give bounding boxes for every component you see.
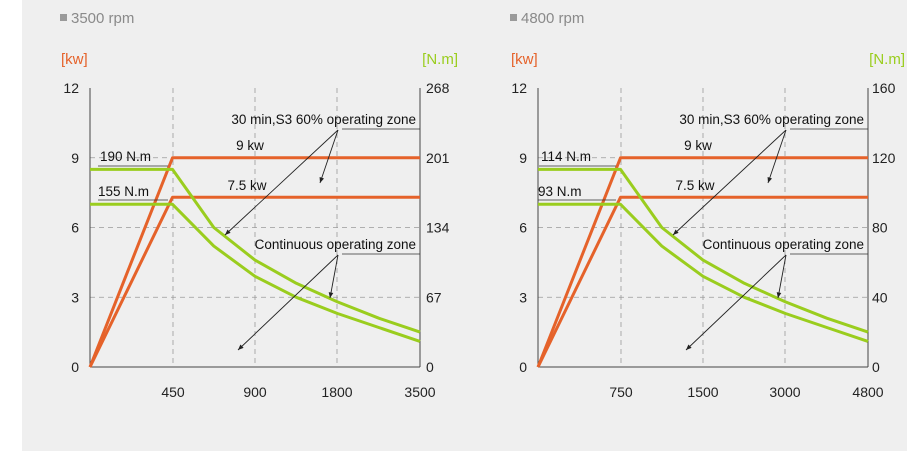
series-line-1 xyxy=(88,156,420,368)
series-line-4 xyxy=(538,202,869,343)
pointer-arrow-line xyxy=(319,129,339,184)
pointer-arrowhead-icon xyxy=(767,177,772,183)
y-right-tick-label: 67 xyxy=(426,289,442,305)
x-tick-label: 4800 xyxy=(852,384,883,400)
y-right-tick-label: 268 xyxy=(426,80,450,96)
x-tick-label: 750 xyxy=(609,384,633,400)
chart-panel-1: 3500 rpm [kw] [N.m] 0 3 6 9 12 0 67 134 201 268 450 90… xyxy=(60,10,458,400)
zone-s3-label: 30 min,S3 60% operating zone xyxy=(679,112,864,127)
power-high-label: 9 kw xyxy=(684,138,712,153)
chart-panel-background xyxy=(22,0,907,451)
torque-low-label: 93 N.m xyxy=(538,184,582,199)
series-line-4 xyxy=(90,202,421,343)
power-low-label: 7.5 kw xyxy=(227,178,266,193)
y-right-unit-label: [N.m] xyxy=(422,51,458,68)
series-line-2 xyxy=(88,195,420,368)
zone-s3-label: 30 min,S3 60% operating zone xyxy=(231,112,416,127)
pointer-arrow-line xyxy=(329,254,339,299)
y-right-tick-label: 0 xyxy=(426,359,434,375)
y-left-tick-label: 0 xyxy=(519,359,527,375)
y-left-tick-label: 6 xyxy=(519,220,527,236)
y-left-tick-label: 3 xyxy=(519,289,527,305)
y-right-tick-label: 0 xyxy=(872,359,880,375)
y-right-tick-label: 40 xyxy=(872,289,888,305)
pointer-arrow-line xyxy=(685,254,787,351)
x-tick-label: 1800 xyxy=(321,384,352,400)
series-line-3 xyxy=(90,167,421,334)
chart-title: 3500 rpm xyxy=(71,10,134,27)
y-right-tick-label: 160 xyxy=(872,80,896,96)
y-right-tick-label: 201 xyxy=(426,150,450,166)
y-left-tick-label: 3 xyxy=(71,289,79,305)
torque-high-label: 114 N.m xyxy=(541,149,591,164)
y-right-tick-label: 120 xyxy=(872,150,896,166)
zone-cont-label: Continuous operating zone xyxy=(255,237,416,252)
pointer-arrowhead-icon xyxy=(319,177,324,183)
chart-title: 4800 rpm xyxy=(521,10,584,27)
title-bullet-icon xyxy=(510,14,517,21)
y-left-unit-label: [kw] xyxy=(61,51,88,68)
x-tick-label: 900 xyxy=(243,384,267,400)
y-left-tick-label: 0 xyxy=(71,359,79,375)
torque-high-label: 190 N.m xyxy=(100,149,151,164)
series-line-1 xyxy=(536,156,868,368)
y-left-tick-label: 12 xyxy=(63,80,79,96)
y-right-tick-label: 80 xyxy=(872,220,888,236)
zone-cont-label: Continuous operating zone xyxy=(703,237,864,252)
pointer-arrowhead-icon xyxy=(673,229,679,235)
x-tick-label: 3000 xyxy=(769,384,800,400)
y-left-tick-label: 9 xyxy=(71,150,79,166)
y-right-tick-label: 134 xyxy=(426,220,450,236)
power-low-label: 7.5 kw xyxy=(675,178,714,193)
pointer-arrow-line xyxy=(237,254,339,351)
y-left-tick-label: 9 xyxy=(519,150,527,166)
x-tick-label: 3500 xyxy=(404,384,435,400)
pointer-arrow-line xyxy=(672,129,787,236)
pointer-arrowhead-icon xyxy=(238,344,244,350)
pointer-arrow-line xyxy=(224,129,339,236)
x-tick-label: 450 xyxy=(161,384,185,400)
title-bullet-icon xyxy=(60,14,67,21)
x-tick-label: 1500 xyxy=(687,384,718,400)
series-line-3 xyxy=(538,167,869,334)
power-high-label: 9 kw xyxy=(236,138,264,153)
y-left-tick-label: 6 xyxy=(71,220,79,236)
y-right-unit-label: [N.m] xyxy=(869,51,905,68)
series-line-2 xyxy=(536,195,868,368)
pointer-arrowhead-icon xyxy=(328,292,334,298)
pointer-arrowhead-icon xyxy=(686,344,692,350)
pointer-arrow-line xyxy=(767,129,787,184)
pointer-arrowhead-icon xyxy=(225,229,231,235)
y-left-tick-label: 12 xyxy=(511,80,527,96)
torque-low-label: 155 N.m xyxy=(98,184,149,199)
y-left-unit-label: [kw] xyxy=(511,51,538,68)
pointer-arrow-line xyxy=(777,254,787,299)
pointer-arrowhead-icon xyxy=(776,292,782,298)
